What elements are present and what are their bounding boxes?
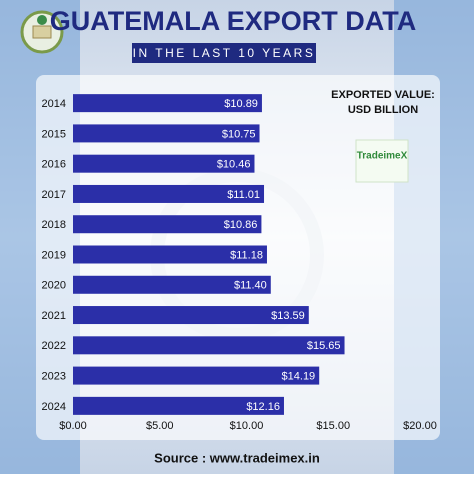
subtitle: IN THE LAST 10 YEARS: [133, 46, 316, 60]
value-label: $11.01: [227, 189, 260, 201]
logo: TradeimeX: [357, 151, 408, 162]
value-label: $10.46: [217, 159, 251, 171]
value-label: $12.16: [246, 401, 280, 413]
bar: [73, 215, 262, 234]
value-label: $11.18: [230, 249, 263, 261]
y-tick-label: 2019: [42, 249, 66, 261]
x-tick-label: $15.00: [316, 420, 350, 432]
annotation: EXPORTED VALUE:: [331, 89, 435, 101]
bar: [73, 184, 265, 203]
x-tick-label: $20.00: [403, 420, 437, 432]
y-tick-label: 2018: [42, 219, 66, 231]
bar: [73, 336, 345, 355]
bar: [73, 275, 271, 294]
bar: [73, 396, 284, 415]
value-label: $11.40: [234, 280, 267, 292]
bar: [73, 124, 260, 143]
bar: [73, 366, 320, 385]
y-tick-label: 2023: [42, 370, 66, 382]
y-tick-label: 2024: [42, 401, 66, 413]
y-tick-label: 2022: [42, 340, 66, 352]
annotation: USD BILLION: [348, 104, 418, 116]
y-tick-label: 2020: [42, 280, 66, 292]
x-tick-label: $5.00: [146, 420, 174, 432]
logo-box: [355, 139, 409, 183]
bar: [73, 245, 267, 264]
chart-title: GUATEMALA EXPORT DATA: [50, 6, 416, 36]
value-label: $10.86: [224, 219, 258, 231]
value-label: $15.65: [307, 340, 341, 352]
value-label: $13.59: [271, 310, 305, 322]
emblem: [20, 10, 64, 54]
value-label: $14.19: [282, 370, 316, 382]
x-tick-label: $10.00: [230, 420, 264, 432]
bar: [73, 94, 262, 113]
subtitle-box: [132, 43, 316, 63]
x-tick-label: $0.00: [59, 420, 87, 432]
y-tick-label: 2017: [42, 189, 66, 201]
bar: [73, 306, 309, 325]
y-tick-label: 2016: [42, 159, 66, 171]
source: Source : www.tradeimex.in: [154, 450, 320, 465]
y-tick-label: 2014: [42, 98, 66, 110]
y-tick-label: 2015: [42, 128, 66, 140]
value-label: $10.89: [224, 98, 258, 110]
value-label: $10.75: [222, 128, 256, 140]
y-tick-label: 2021: [42, 310, 66, 322]
bar: [73, 154, 255, 173]
